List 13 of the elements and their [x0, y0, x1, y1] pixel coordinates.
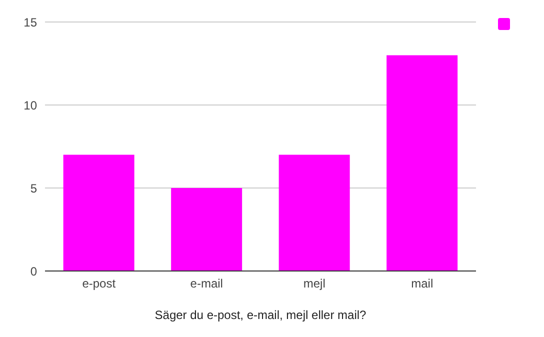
x-tick-label: e-post: [82, 276, 116, 291]
bar: [63, 154, 134, 271]
y-tick-label: 5: [30, 181, 38, 196]
x-axis-title: Säger du e-post, e-mail, mejl eller mail?: [154, 308, 367, 322]
x-tick-label: e-mail: [190, 276, 223, 291]
bar: [171, 188, 242, 271]
bar: [386, 55, 458, 271]
y-tick-label: 15: [24, 15, 38, 30]
x-tick-label: mejl: [303, 276, 326, 291]
x-tick-label: mail: [411, 276, 434, 291]
y-tick-label: 0: [30, 264, 38, 278]
bar: [278, 154, 350, 271]
y-tick-label: 10: [24, 98, 38, 112]
